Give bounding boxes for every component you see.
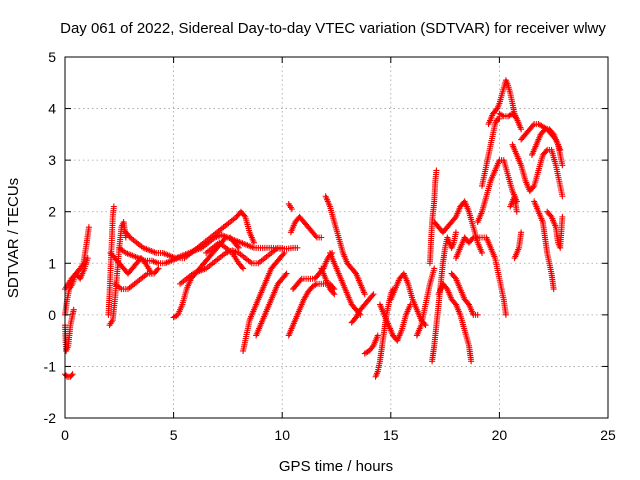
plot-frame [64,56,609,419]
data-point [68,372,75,379]
data-point [547,212,554,219]
data-point [559,213,566,220]
data-point [369,344,376,351]
data-point [496,115,503,122]
data-point [154,266,161,273]
data-point [499,112,506,119]
data-point [559,162,566,169]
y-tick-labels: -2 -1 0 1 2 3 4 5 [44,49,57,426]
data-point [543,148,550,155]
data-point [240,265,247,272]
data-point [297,277,304,284]
axis-ticks [64,56,609,419]
data-point [493,106,500,113]
data-point [431,265,438,272]
data-point [126,233,133,240]
data-point [518,126,525,133]
y-tick-label: 0 [48,307,56,323]
x-tick-labels: 0 5 10 15 20 25 [61,427,616,443]
data-point [282,271,289,278]
y-tick-label: 3 [48,152,56,168]
data-point [84,255,91,262]
data-point [530,122,537,129]
y-tick-label: 2 [48,204,56,220]
data-point [351,269,358,276]
data-point [549,130,556,137]
x-tick-label: 0 [61,427,69,443]
data-points [62,77,566,380]
data-point [279,244,286,251]
data-point [239,264,246,271]
chart-title: Day 061 of 2022, Sidereal Day-to-day VTE… [60,20,606,37]
data-point [85,224,92,231]
data-point [369,292,376,299]
data-point [155,265,162,272]
data-point [518,229,525,236]
data-point [512,114,519,121]
data-point [540,127,547,134]
data-point [550,286,557,293]
x-tick-label: 5 [170,427,178,443]
data-point [69,371,76,378]
data-point [330,289,337,296]
data-point [374,332,381,339]
data-point [63,372,70,379]
data-point [110,203,117,210]
data-point [361,291,368,298]
data-point [283,270,290,277]
data-point [468,358,475,365]
data-point [241,212,248,219]
data-point [234,243,241,250]
data-point [433,167,440,174]
data-point [280,251,287,258]
x-tick-label: 15 [383,427,399,443]
y-tick-label: 4 [48,101,56,117]
data-point [451,215,458,222]
data-point [250,239,257,246]
y-tick-label: 1 [48,255,56,271]
x-tick-label: 10 [274,427,290,443]
y-tick-label: 5 [48,49,56,65]
data-point [469,235,476,242]
data-point [451,274,458,281]
data-point [331,291,338,298]
data-point [281,249,288,256]
data-point [530,184,537,191]
y-axis-label: SDTVAR / TECUs [5,178,22,298]
data-point [221,235,228,242]
data-point [452,229,459,236]
data-point [312,233,319,240]
data-point [464,300,471,307]
data-point [312,281,319,288]
data-point [294,244,301,251]
data-point [370,291,377,298]
y-tick-label: -1 [44,358,57,374]
x-tick-label: 20 [492,427,508,443]
data-point [70,306,77,313]
data-point [235,244,242,251]
data-point [443,284,450,291]
x-axis-label: GPS time / hours [279,458,393,475]
data-point [513,208,520,215]
data-point [559,193,566,200]
data-point [451,300,458,307]
y-tick-label: -2 [44,410,57,426]
x-tick-label: 25 [600,427,616,443]
data-point [502,311,509,318]
data-point [318,234,325,241]
data-point [479,249,486,256]
data-point [288,206,295,213]
data-point [474,311,481,318]
